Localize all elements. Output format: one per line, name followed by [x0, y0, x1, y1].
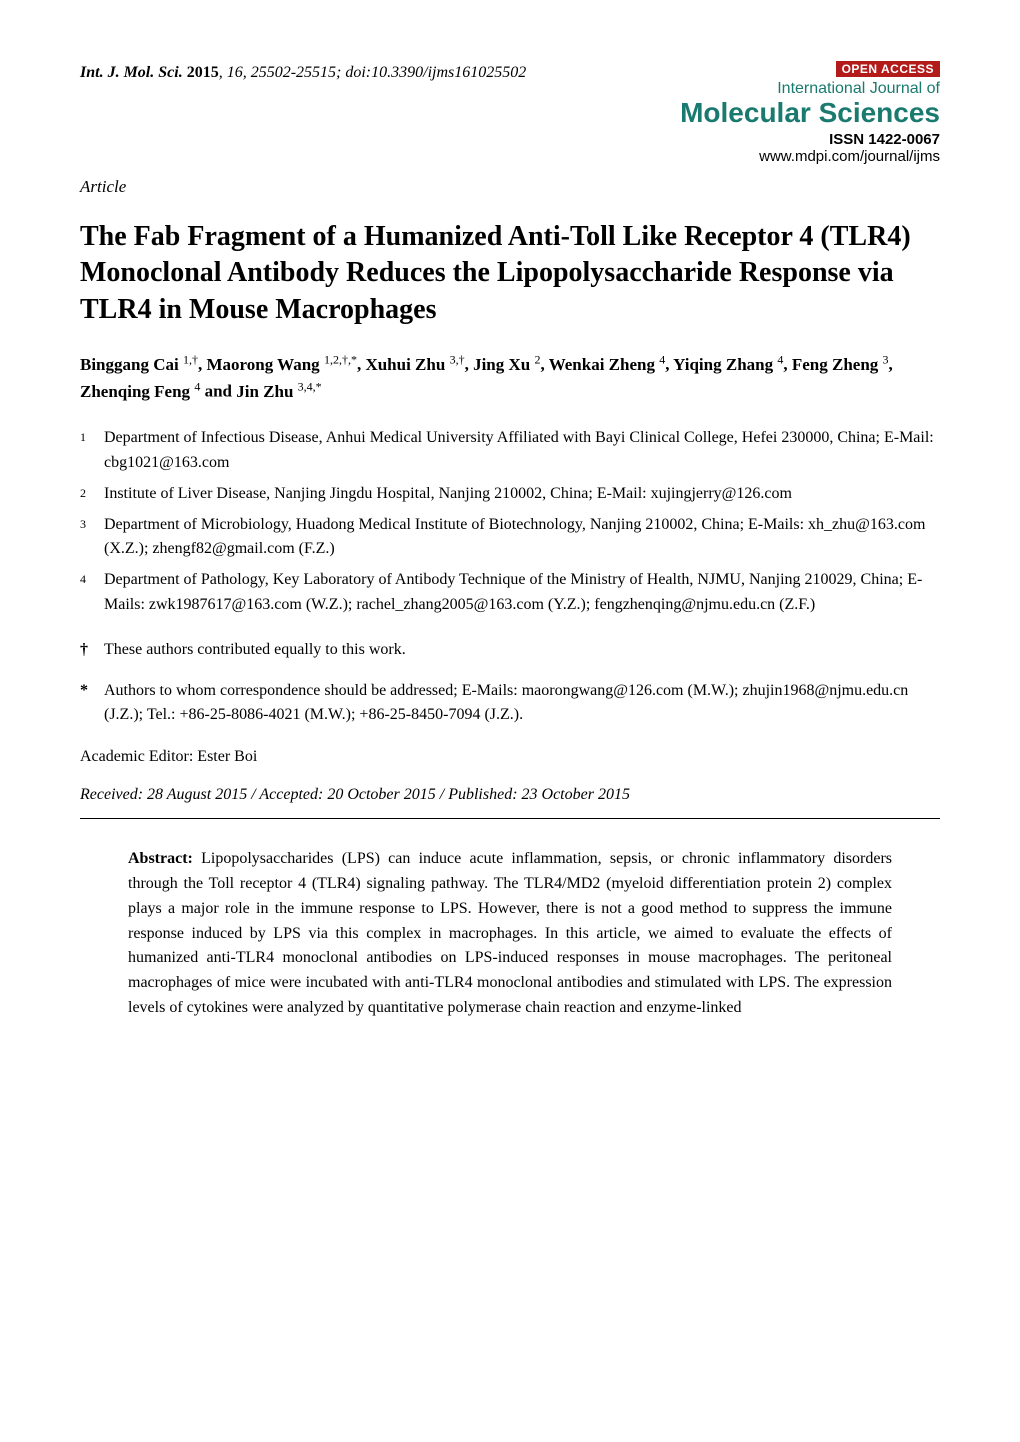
author-marks: 1,2,†,*	[324, 352, 357, 366]
journal-abbrev: Int. J. Mol. Sci.	[80, 64, 183, 81]
author: Maorong Wang 1,2,†,*	[206, 355, 356, 374]
affiliation-row: 3 Department of Microbiology, Huadong Me…	[80, 513, 940, 563]
author-list: Binggang Cai 1,†, Maorong Wang 1,2,†,*, …	[80, 350, 940, 404]
author-marks: 3,4,*	[298, 379, 322, 393]
author-note-row: † These authors contributed equally to t…	[80, 638, 940, 663]
affiliation-text: Department of Microbiology, Huadong Medi…	[104, 513, 940, 563]
affiliation-text: Department of Infectious Disease, Anhui …	[104, 426, 940, 476]
citation-year: 2015	[187, 64, 219, 81]
affiliation-text: Institute of Liver Disease, Nanjing Jing…	[104, 482, 940, 507]
author-notes: † These authors contributed equally to t…	[80, 638, 940, 728]
note-symbol: *	[80, 679, 104, 729]
citation-doi: doi:10.3390/ijms161025502	[345, 64, 526, 81]
note-text: These authors contributed equally to thi…	[104, 638, 940, 663]
abstract-text: Lipopolysaccharides (LPS) can induce acu…	[128, 850, 892, 1016]
author: Yiqing Zhang 4	[673, 355, 783, 374]
author: Feng Zheng 3	[792, 355, 889, 374]
author: Jing Xu 2	[473, 355, 540, 374]
affiliation-number: 1	[80, 426, 104, 476]
citation-pages: 25502-25515	[251, 64, 336, 81]
journal-url: www.mdpi.com/journal/ijms	[680, 148, 940, 165]
citation: Int. J. Mol. Sci. 2015, 16, 25502-25515;…	[80, 64, 526, 82]
author-marks: 4	[194, 379, 200, 393]
author-marks: 1,†	[183, 352, 198, 366]
author: Zhenqing Feng 4	[80, 382, 200, 401]
author: Jin Zhu 3,4,*	[236, 382, 321, 401]
journal-name-line1: International Journal of	[680, 80, 940, 98]
abstract-label: Abstract:	[128, 850, 193, 867]
author-marks: 2	[534, 352, 540, 366]
affiliation-number: 2	[80, 482, 104, 507]
affiliation-text: Department of Pathology, Key Laboratory …	[104, 568, 940, 618]
author-marks: 3,†	[450, 352, 465, 366]
affiliation-row: 1 Department of Infectious Disease, Anhu…	[80, 426, 940, 476]
article-title: The Fab Fragment of a Humanized Anti-Tol…	[80, 219, 940, 328]
author-marks: 4	[777, 352, 783, 366]
note-text: Authors to whom correspondence should be…	[104, 679, 940, 729]
affiliation-row: 2 Institute of Liver Disease, Nanjing Ji…	[80, 482, 940, 507]
affiliations-list: 1 Department of Infectious Disease, Anhu…	[80, 426, 940, 618]
citation-sep-1: ,	[219, 64, 227, 81]
affiliation-number: 3	[80, 513, 104, 563]
journal-name-line2: Molecular Sciences	[680, 98, 940, 129]
author-note-row: * Authors to whom correspondence should …	[80, 679, 940, 729]
academic-editor: Academic Editor: Ester Boi	[80, 748, 940, 766]
author-marks: 3	[883, 352, 889, 366]
author-marks: 4	[659, 352, 665, 366]
abstract: Abstract: Lipopolysaccharides (LPS) can …	[80, 847, 940, 1021]
issn: ISSN 1422-0067	[680, 131, 940, 148]
journal-info-box: OPEN ACCESS International Journal of Mol…	[680, 60, 940, 165]
affiliation-row: 4 Department of Pathology, Key Laborator…	[80, 568, 940, 618]
divider	[80, 818, 940, 819]
article-dates: Received: 28 August 2015 / Accepted: 20 …	[80, 786, 940, 804]
author: Wenkai Zheng 4	[549, 355, 666, 374]
citation-volume: 16	[227, 64, 243, 81]
header-row: Int. J. Mol. Sci. 2015, 16, 25502-25515;…	[80, 60, 940, 165]
open-access-badge: OPEN ACCESS	[836, 61, 940, 77]
citation-sep-2: ,	[243, 64, 251, 81]
note-symbol: †	[80, 638, 104, 663]
author: Xuhui Zhu 3,†	[365, 355, 464, 374]
author: Binggang Cai 1,†	[80, 355, 198, 374]
article-type: Article	[80, 177, 940, 197]
citation-sep-3: ;	[336, 64, 345, 81]
affiliation-number: 4	[80, 568, 104, 618]
